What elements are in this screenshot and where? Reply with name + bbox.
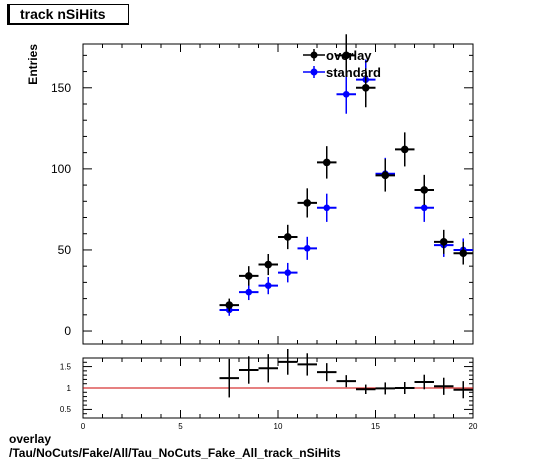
ratio-y-tick-label: 1 [67,384,72,393]
standard-point [264,282,272,289]
overlay-point [342,51,351,60]
footer-label: overlay [9,432,52,446]
main-y-tick-label: 50 [58,243,72,257]
overlay-point [303,199,312,207]
overlay-point [361,83,370,92]
overlay-point [381,171,390,180]
legend-standard-label: standard [326,65,381,80]
ratio-x-tick-label: 20 [469,422,478,431]
ratio-x-tick-label: 5 [178,422,183,431]
footer-path: /Tau/NoCuts/Fake/All/Tau_NoCuts_Fake_All… [9,446,341,460]
standard-point [323,204,331,212]
y-axis-title: Entries [26,44,40,85]
chart-title-box: track nSiHits [7,4,129,25]
standard-point [420,204,428,212]
ratio-x-tick-label: 0 [81,422,86,431]
chart-title: track nSiHits [20,6,106,22]
overlay-point [225,301,234,309]
main-plot-frame [82,43,474,345]
main-y-tick-label: 0 [64,324,71,338]
overlay-point [322,158,331,167]
standard-point [284,269,292,276]
standard-point [303,245,311,252]
main-y-tick-label: 100 [51,162,71,176]
overlay-point [439,238,448,246]
standard-point [245,288,253,296]
legend-standard-marker [310,68,318,76]
ratio-y-tick-label: 1.5 [60,362,72,371]
overlay-point [459,249,468,257]
overlay-point [420,186,429,194]
ratio-y-tick-label: 0.5 [60,405,72,414]
overlay-point [264,260,273,269]
main-y-tick-label: 150 [51,81,71,95]
overlay-point [244,272,253,280]
ratio-x-tick-label: 15 [371,422,380,431]
legend-overlay-label: overlay [326,48,372,63]
standard-point [342,90,350,98]
ratio-x-tick-label: 10 [274,422,283,431]
overlay-point [283,233,292,241]
legend-overlay-marker [310,51,318,59]
overlay-point [400,145,409,154]
